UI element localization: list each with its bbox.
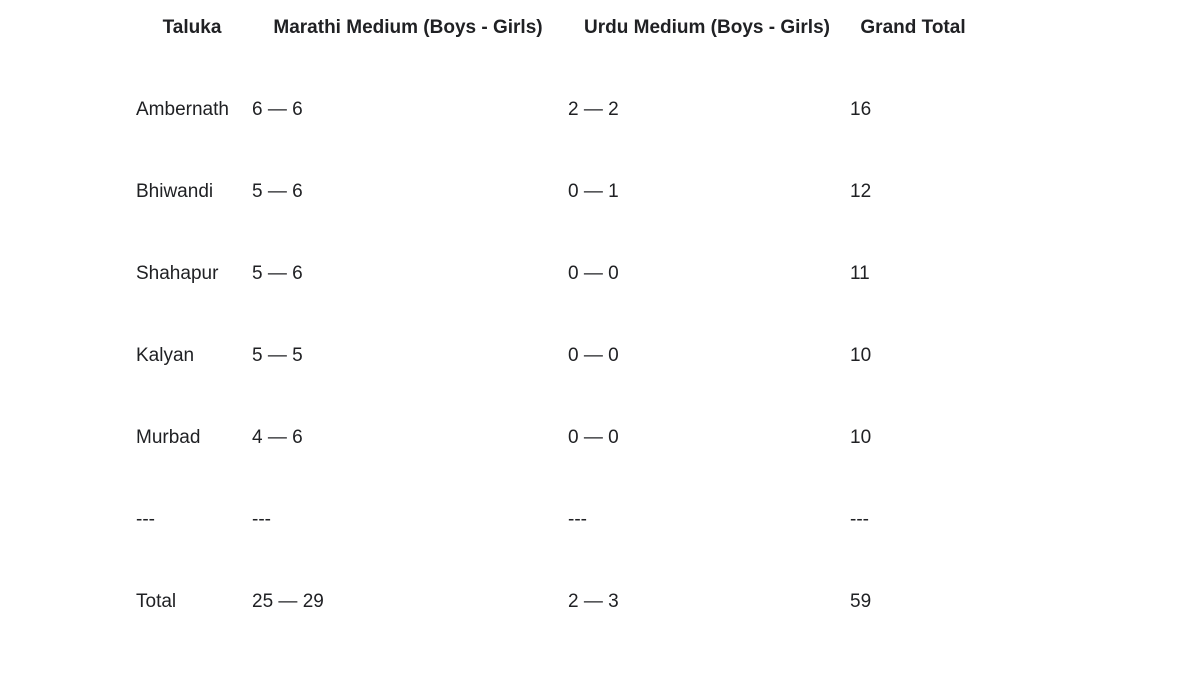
taluka-cell: Shahapur — [136, 263, 219, 284]
urdu-medium-cell: 0 — 0 — [568, 345, 619, 366]
grand-total-cell: 10 — [850, 345, 872, 366]
taluka-cell: Murbad — [136, 427, 201, 448]
grand-total-cell: 12 — [850, 181, 872, 202]
marathi-medium-cell: 4 — 6 — [252, 427, 303, 448]
urdu-medium-cell: 0 — 1 — [568, 181, 619, 202]
marathi-medium-cell: 5 — 6 — [252, 181, 303, 202]
grand-total-cell: 16 — [850, 99, 872, 120]
taluka-cell: Bhiwandi — [136, 181, 214, 202]
grand-total-cell: --- — [850, 509, 869, 530]
taluka-cell: Kalyan — [136, 345, 195, 366]
taluka-cell: --- — [136, 509, 155, 530]
grand-total-cell: 10 — [850, 427, 872, 448]
taluka-cell: Total — [136, 591, 177, 612]
urdu-medium-cell: 2 — 3 — [568, 591, 619, 612]
table-row-kalyan: Kalyan 5 — 5 0 — 0 10 — [134, 315, 978, 397]
table-row-total: Total 25 — 29 2 — 3 59 — [134, 561, 978, 643]
grand-total-cell: 11 — [850, 263, 870, 284]
header-row: Taluka Marathi Medium (Boys - Girls) Urd… — [134, 0, 978, 69]
taluka-medium-table: Taluka Marathi Medium (Boys - Girls) Urd… — [134, 0, 978, 643]
urdu-medium-cell: 0 — 0 — [568, 427, 619, 448]
column-header-grand-total: Grand Total — [860, 17, 966, 38]
column-header-urdu-medium: Urdu Medium (Boys - Girls) — [584, 17, 830, 38]
column-header-marathi-medium: Marathi Medium (Boys - Girls) — [273, 17, 543, 38]
marathi-medium-cell: 25 — 29 — [252, 591, 324, 612]
marathi-medium-cell: --- — [252, 509, 271, 530]
table-row-shahapur: Shahapur 5 — 6 0 — 0 11 — [134, 233, 978, 315]
table-row-ellipsis: --- --- --- --- — [134, 479, 978, 561]
marathi-medium-cell: 6 — 6 — [252, 99, 303, 120]
marathi-medium-cell: 5 — 5 — [252, 345, 303, 366]
taluka-cell: Ambernath — [136, 99, 229, 120]
table-row-bhiwandi: Bhiwandi 5 — 6 0 — 1 12 — [134, 151, 978, 233]
column-header-taluka: Taluka — [162, 17, 222, 38]
table-header: Taluka Marathi Medium (Boys - Girls) Urd… — [134, 0, 978, 69]
table-row-ambernath: Ambernath 6 — 6 2 — 2 16 — [134, 69, 978, 151]
table-body: Ambernath 6 — 6 2 — 2 16 Bhiwandi 5 — 6 … — [134, 69, 978, 643]
urdu-medium-cell: 0 — 0 — [568, 263, 619, 284]
marathi-medium-cell: 5 — 6 — [252, 263, 303, 284]
urdu-medium-cell: --- — [568, 509, 587, 530]
grand-total-cell: 59 — [850, 591, 872, 612]
urdu-medium-cell: 2 — 2 — [568, 99, 619, 120]
table-row-murbad: Murbad 4 — 6 0 — 0 10 — [134, 397, 978, 479]
